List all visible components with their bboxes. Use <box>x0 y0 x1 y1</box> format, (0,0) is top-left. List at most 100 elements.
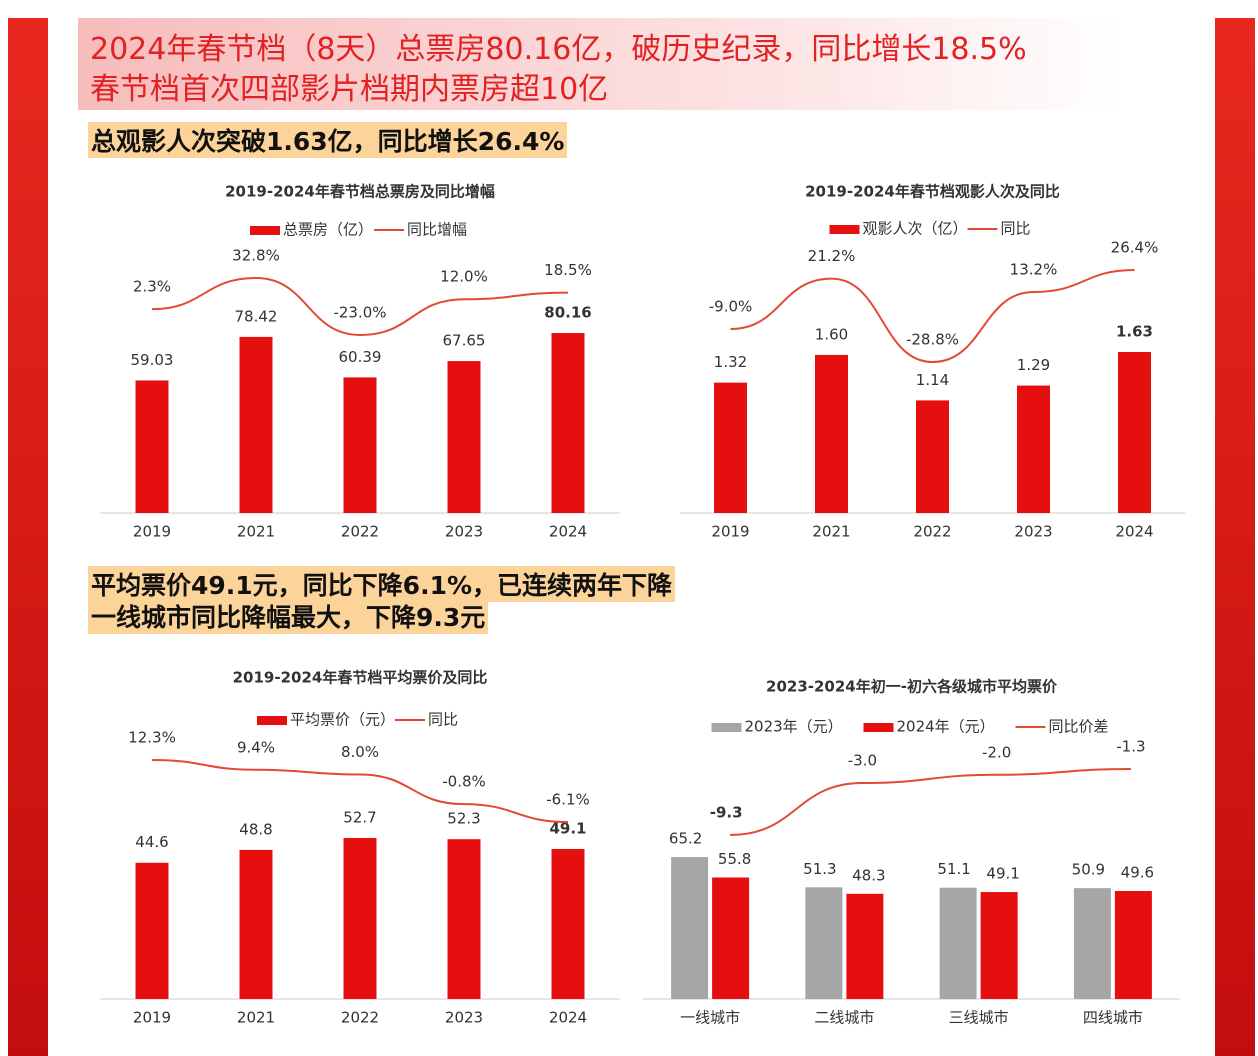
x-tick-label: 四线城市 <box>1083 1009 1143 1027</box>
side-bar <box>8 18 48 1056</box>
bar <box>135 380 169 513</box>
value-label: 80.16 <box>544 304 591 322</box>
section-heading: 一线城市同比降幅最大，下降9.3元 <box>88 598 489 634</box>
value-label: 51.3 <box>803 860 836 878</box>
x-tick-label: 2024 <box>549 1009 587 1027</box>
line <box>151 276 569 337</box>
bar <box>1073 888 1111 999</box>
line-label: 12.0% <box>440 268 488 286</box>
x-tick-label: 2019 <box>133 1009 171 1027</box>
line-label: -2.0 <box>982 743 1011 761</box>
bar <box>980 892 1018 999</box>
value-label: 48.3 <box>852 866 885 884</box>
bar <box>447 839 481 999</box>
x-tick-label: 三线城市 <box>949 1009 1009 1027</box>
x-tick-label: 2019 <box>133 523 171 541</box>
x-tick-label: 2023 <box>445 1009 483 1027</box>
bar <box>712 877 750 999</box>
line-label: 13.2% <box>1010 261 1058 279</box>
legend-label: 2024年（元） <box>897 718 995 736</box>
bar <box>916 400 949 513</box>
legend-label: 同比 <box>1001 220 1031 238</box>
legend-label: 总票房（亿） <box>283 221 373 239</box>
bar <box>1017 385 1050 513</box>
bar <box>1114 890 1152 999</box>
chart-title: 2019-2024年春节档总票房及同比增幅 <box>225 183 495 201</box>
section-heading: 平均票价49.1元，同比下降6.1%，已连续两年下降 <box>88 566 676 602</box>
bar <box>805 887 843 999</box>
value-label: 1.32 <box>714 353 747 371</box>
line-label: -1.3 <box>1116 738 1145 756</box>
line-label: 2.3% <box>133 278 171 296</box>
value-label: 59.03 <box>131 351 174 369</box>
line-label: 18.5% <box>544 261 592 279</box>
bar <box>447 361 481 513</box>
bar <box>343 377 377 513</box>
line <box>730 768 1131 836</box>
line-label: -28.8% <box>906 331 959 349</box>
value-label: 1.63 <box>1116 323 1153 341</box>
x-tick-label: 一线城市 <box>680 1009 740 1027</box>
legend-swatch <box>711 723 742 732</box>
x-tick-label: 2023 <box>445 523 483 541</box>
legend-label: 2023年（元） <box>745 718 843 736</box>
value-label: 1.14 <box>916 371 949 389</box>
side-bar <box>1215 18 1255 1056</box>
line-label: -23.0% <box>333 304 386 322</box>
line-label: -6.1% <box>546 791 590 809</box>
bar <box>714 382 747 513</box>
x-tick-label: 二线城市 <box>814 1009 874 1027</box>
legend-label: 同比价差 <box>1049 718 1109 736</box>
line-label: -9.0% <box>709 298 753 316</box>
line-label: 21.2% <box>808 247 856 265</box>
line-label: 12.3% <box>128 729 176 747</box>
chart-title: 2023-2024年初一-初六各级城市平均票价 <box>766 678 1058 696</box>
bar <box>551 848 585 999</box>
value-label: 60.39 <box>339 348 382 366</box>
line-label: 9.4% <box>237 738 275 756</box>
bar <box>239 849 273 999</box>
x-tick-label: 2022 <box>913 523 951 541</box>
value-label: 55.8 <box>718 850 751 868</box>
bar <box>939 887 977 999</box>
chart-title: 2019-2024年春节档观影人次及同比 <box>805 183 1060 201</box>
bar <box>551 333 585 513</box>
section-heading: 总观影人次突破1.63亿，同比增长26.4% <box>88 122 568 158</box>
legend-label: 同比 <box>428 711 458 729</box>
line-label: -3.0 <box>848 752 877 770</box>
value-label: 52.7 <box>343 809 376 827</box>
headline: 春节档首次四部影片档期内票房超10亿 <box>90 72 609 107</box>
bar <box>671 857 709 999</box>
value-label: 44.6 <box>135 833 168 851</box>
legend-label: 观影人次（亿） <box>863 220 968 238</box>
legend-swatch <box>257 716 287 725</box>
header-band <box>78 18 1122 110</box>
value-label: 49.1 <box>549 819 586 837</box>
legend-label: 同比增幅 <box>407 221 467 239</box>
x-tick-label: 2021 <box>237 1009 275 1027</box>
legend-label: 平均票价（元） <box>290 711 395 729</box>
legend-swatch <box>250 226 280 235</box>
bar <box>343 838 377 999</box>
headline: 2024年春节档（8天）总票房80.16亿，破历史纪录，同比增长18.5% <box>90 32 1027 67</box>
chart-title: 2019-2024年春节档平均票价及同比 <box>233 669 488 687</box>
x-tick-label: 2021 <box>812 523 850 541</box>
x-tick-label: 2024 <box>549 523 587 541</box>
x-tick-label: 2019 <box>711 523 749 541</box>
legend-swatch <box>829 225 860 234</box>
value-label: 1.29 <box>1017 356 1050 374</box>
value-label: 49.1 <box>986 865 1019 883</box>
x-tick-label: 2022 <box>341 523 379 541</box>
line-label: -0.8% <box>442 773 486 791</box>
value-label: 50.9 <box>1072 861 1105 879</box>
line-label: 8.0% <box>341 743 379 761</box>
bar <box>239 336 273 513</box>
line-label: 26.4% <box>1111 239 1159 257</box>
value-label: 65.2 <box>669 830 702 848</box>
x-tick-label: 2023 <box>1014 523 1052 541</box>
x-tick-label: 2024 <box>1115 523 1153 541</box>
value-label: 78.42 <box>235 307 278 325</box>
bar <box>815 354 848 513</box>
